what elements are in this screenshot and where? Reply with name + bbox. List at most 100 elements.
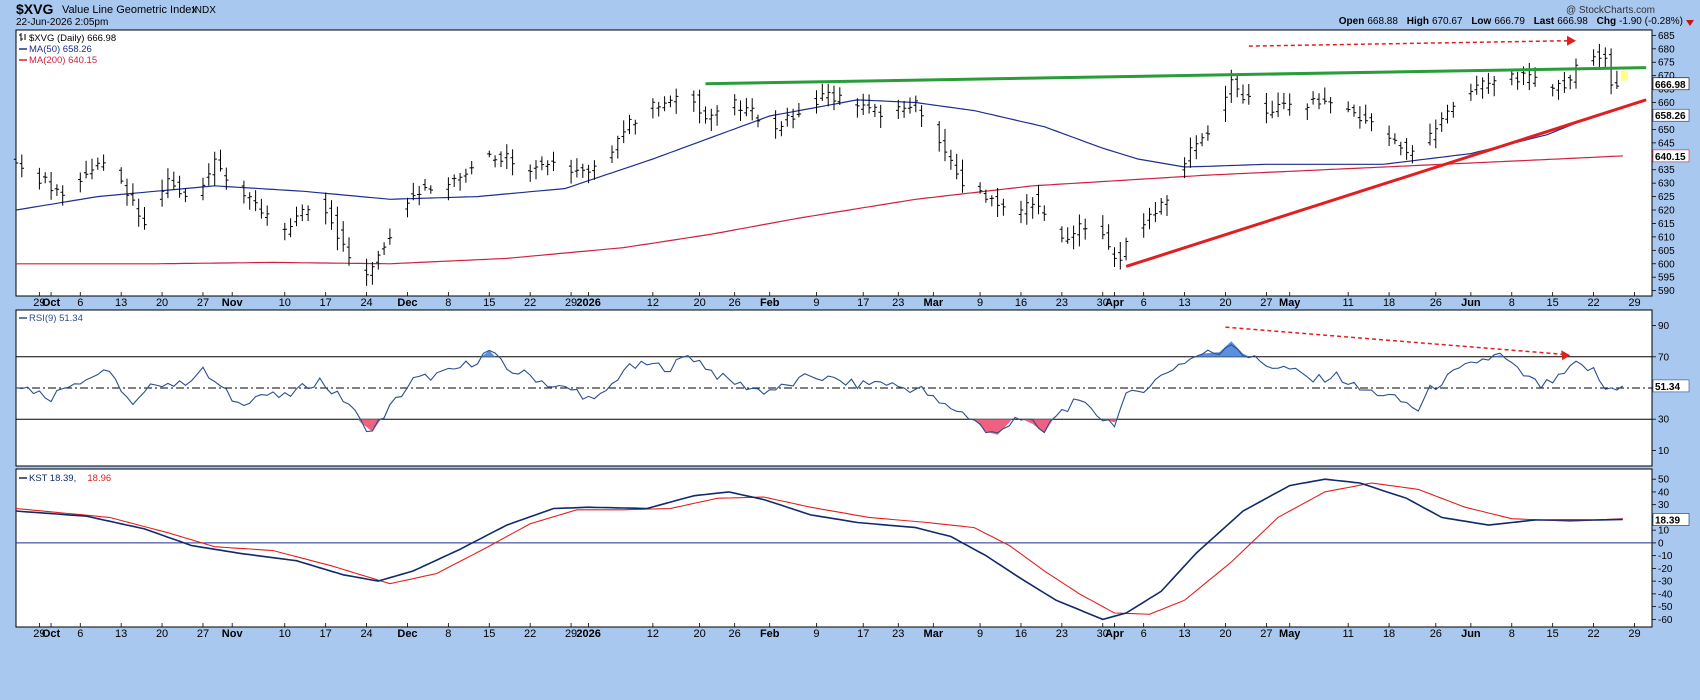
price-bar [533,160,539,180]
price-bar [528,164,533,182]
price-bar [1550,84,1555,97]
price-y-tick-label: 670 [1658,71,1675,82]
x-tick-label: 30 [1097,628,1109,640]
x-tick-label: Feb [760,628,780,640]
x-tick-label: Mar [924,297,944,309]
legend-entry: KST [29,473,48,484]
price-bar [954,153,959,180]
x-tick-label: Apr [1105,628,1125,640]
ma50-marker-box [1652,108,1690,122]
chart-header: $XVG Value Line Geometric Index INDX 22-… [16,1,1694,28]
low-label: Low [1471,16,1491,27]
price-bar [1474,75,1479,95]
price-bar [814,90,819,114]
last-price-marker-box [1652,77,1690,91]
price-bar [609,145,615,163]
x-tick-label: 15 [483,297,495,309]
high-value: 670.67 [1432,16,1463,27]
price-bar [755,114,761,128]
price-bar [580,163,585,178]
kst-last-marker-text: 18.39 [1655,515,1680,526]
last-bar-highlight [1620,70,1628,81]
price-bar [1123,237,1129,261]
rsi-divergence-arrow [1225,326,1563,355]
price-bar [1410,145,1415,164]
x-tick-label: Dec [397,628,417,640]
symbol: $XVG [16,1,53,17]
x-tick-label: 10 [279,628,291,640]
price-bar [1223,85,1228,122]
x-tick-label: 22 [1587,297,1599,309]
price-panel-background [15,29,1653,297]
ma200-line [16,155,1623,265]
price-bar [796,103,802,118]
price-bar [691,90,696,112]
price-y-tick-label: 675 [1658,58,1675,69]
price-bar [212,151,217,186]
legend-entry: MA(200) 640.15 [29,55,97,66]
x-tick-label: 18 [1383,297,1395,309]
price-y-tick-label: 615 [1658,219,1675,230]
x-tick-label: 22 [1587,628,1599,640]
rsi-y-tick-label: 70 [1658,352,1670,363]
price-bar [1159,198,1164,215]
price-y-tick-label: 645 [1658,138,1675,149]
price-bar [1118,242,1123,270]
price-bar [1264,93,1269,124]
x-tick-label: 9 [977,297,983,309]
price-bar [1591,49,1596,66]
kst-y-tick-label: -10 [1658,551,1673,562]
x-tick-label: 13 [115,297,127,309]
price-bar [1036,184,1041,215]
x-tick-label: May [1279,297,1301,309]
x-tick-label: 2026 [576,297,600,309]
price-bar [300,204,305,222]
x-tick-label: 30 [1097,297,1109,309]
price-bar [206,163,211,186]
price-bar [732,94,737,116]
rsi-oversold-fill [357,419,1118,435]
last-label: Last [1534,16,1555,27]
price-bar [1065,227,1070,244]
price-bar [78,172,83,193]
price-y-tick-label: 600 [1658,259,1675,270]
price-bar [662,96,667,112]
price-bar [1188,137,1193,168]
price-bar [574,158,580,178]
price-bar [1480,77,1485,99]
x-tick-label: Mar [924,628,944,640]
ma200-marker-text: 640.15 [1655,152,1686,163]
price-bar [960,159,965,193]
x-tick-label: 29 [33,628,45,640]
price-bar [779,121,784,137]
price-bar [913,95,918,113]
price-bar [329,200,334,230]
x-tick-label: Apr [1105,297,1125,309]
x-tick-label: 27 [197,628,209,640]
price-bar [1392,133,1398,145]
x-tick-label: 13 [1178,297,1190,309]
x-tick-label: 13 [115,628,127,640]
price-bar [1614,70,1620,89]
rsi-y-tick-label: 90 [1658,321,1670,332]
price-bar [165,168,171,199]
x-tick-label: 23 [892,297,904,309]
price-bar [422,179,428,191]
price-bar [341,221,346,252]
price-y-tick-label: 685 [1658,31,1675,42]
legend-entry: MA(50) 658.26 [29,44,92,55]
price-bar [1346,101,1351,113]
rsi-y-tick-label: 10 [1658,446,1670,457]
x-tick-label: 18 [1383,628,1395,640]
arrowhead-icon [1561,350,1571,361]
price-bar [1153,202,1158,223]
price-bar [937,121,942,152]
price-bar [1357,106,1363,129]
x-tick-label: 22 [524,297,536,309]
price-bar [218,149,223,172]
price-bar [1281,93,1287,110]
price-bar [709,108,714,131]
x-tick-label: Oct [42,628,61,640]
kst-y-tick-label: -50 [1658,602,1673,613]
price-bar [1509,71,1514,86]
